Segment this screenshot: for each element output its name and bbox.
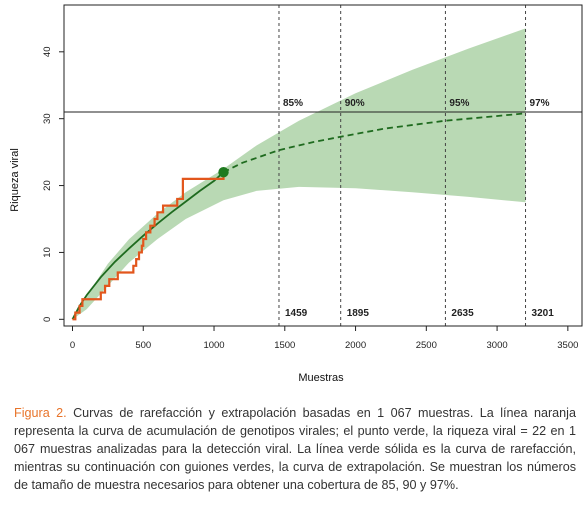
x-tick-label-1000: 1000: [203, 340, 224, 351]
sample-size-label-3201: 3201: [532, 308, 555, 319]
x-tick-label-500: 500: [135, 340, 151, 351]
y-tick-label-30: 30: [42, 113, 53, 124]
extrapolation-curve: [223, 112, 526, 173]
y-tick-label-10: 10: [42, 247, 53, 258]
coverage-label-3201: 97%: [530, 98, 550, 109]
sample-size-label-1895: 1895: [347, 308, 370, 319]
x-tick-label-3500: 3500: [557, 340, 578, 351]
x-tick-label-2000: 2000: [345, 340, 366, 351]
y-axis-title: Riqueza viral: [9, 148, 21, 212]
x-tick-label-3000: 3000: [487, 340, 508, 351]
confidence-band: [72, 28, 526, 320]
sample-size-label-1459: 1459: [285, 308, 308, 319]
x-tick-label-0: 0: [70, 340, 75, 351]
rarefaction-chart: 85% 1459 90% 1895 95% 2635 97% 3201 0 500 1000 1500…: [9, 4, 583, 384]
y-tick-label-40: 40: [42, 47, 53, 58]
coverage-label-1459: 85%: [283, 98, 303, 109]
rarefaction-curve: [71, 171, 225, 320]
x-tick-label-1500: 1500: [274, 340, 295, 351]
x-axis-title: Muestras: [298, 372, 344, 384]
y-tick-label-20: 20: [42, 180, 53, 191]
figure-label: Figura 2.: [14, 406, 67, 420]
sample-size-label-2635: 2635: [451, 308, 474, 319]
figure-caption: Figura 2. Curvas de rarefacción y extrap…: [14, 404, 576, 494]
accumulation-curve: [72, 172, 225, 321]
plot-frame: [63, 4, 583, 327]
observed-richness-point: [218, 166, 229, 178]
plot-area: 85% 1459 90% 1895 95% 2635 97% 3201 0 500 1000 1500…: [42, 4, 583, 351]
y-tick-label-0: 0: [42, 317, 53, 322]
coverage-label-1895: 90%: [345, 98, 365, 109]
x-tick-label-2500: 2500: [416, 340, 437, 351]
caption-text: Curvas de rarefacción y extrapolación ba…: [14, 406, 576, 492]
coverage-label-2635: 95%: [449, 98, 469, 109]
